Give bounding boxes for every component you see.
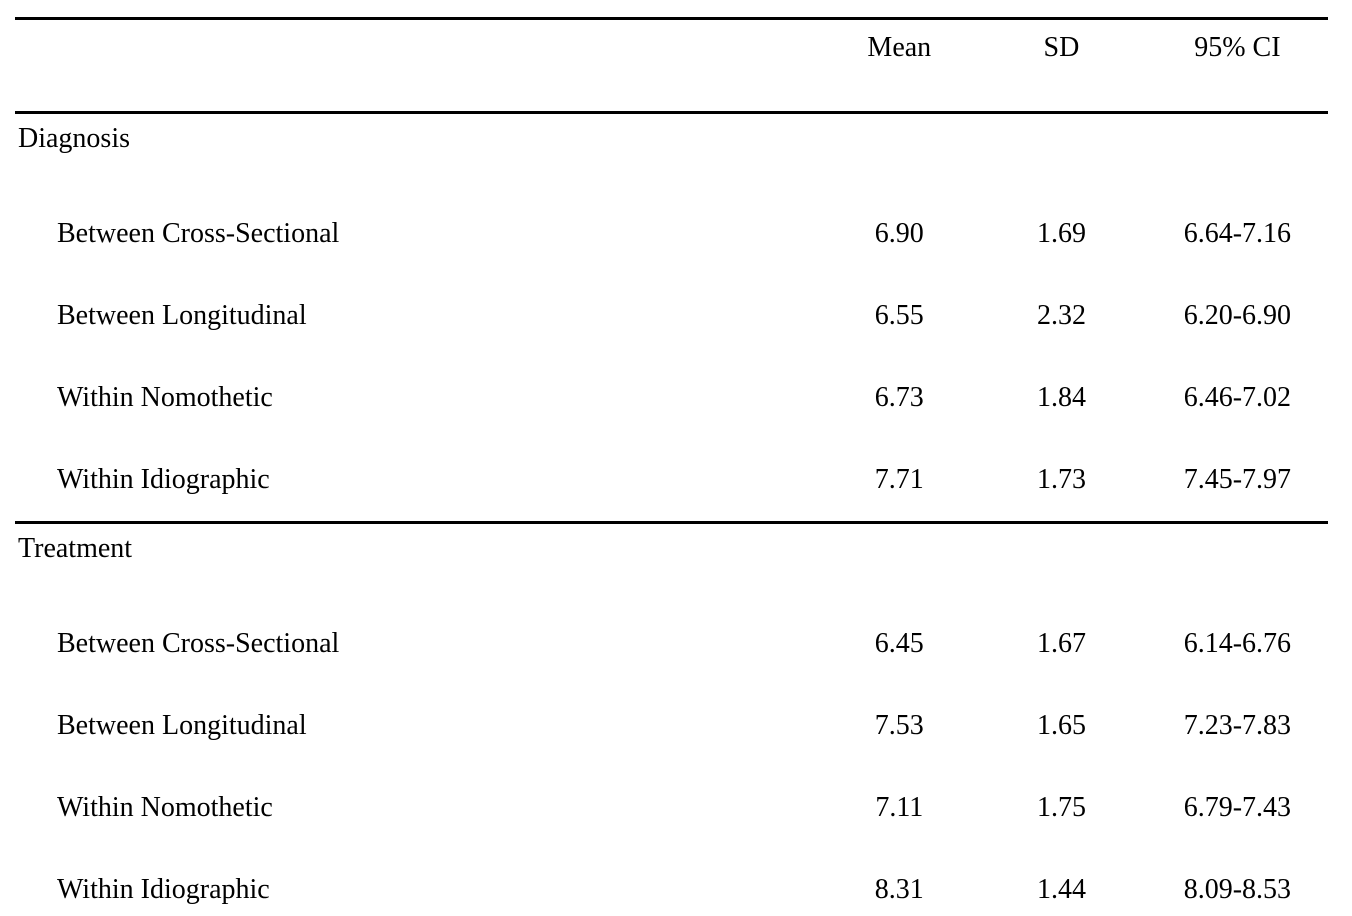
ci-value: 6.79-7.43 <box>1183 792 1292 823</box>
mean-value: 7.71 <box>874 464 924 495</box>
ci-value: 6.20-6.90 <box>1183 300 1292 331</box>
column-header-ci: 95% CI <box>1194 32 1281 63</box>
sd-value: 1.65 <box>1036 710 1086 741</box>
mean-value: 6.45 <box>874 628 924 659</box>
table-row: Within Nomothetic 6.73 1.84 6.46-7.02 <box>15 357 1328 439</box>
row-label: Within Nomothetic <box>57 382 273 413</box>
ci-value: 6.14-6.76 <box>1183 628 1292 659</box>
ci-value: 6.46-7.02 <box>1183 382 1292 413</box>
column-header-mean: Mean <box>867 32 932 63</box>
table-row: Between Cross-Sectional 6.90 1.69 6.64-7… <box>15 193 1328 275</box>
ci-value: 7.45-7.97 <box>1183 464 1292 495</box>
mean-value: 7.53 <box>874 710 924 741</box>
table-row: Between Longitudinal 7.53 1.65 7.23-7.83 <box>15 685 1328 767</box>
table-row: Between Cross-Sectional 6.45 1.67 6.14-6… <box>15 603 1328 685</box>
row-label: Between Cross-Sectional <box>57 628 340 659</box>
mean-value: 6.90 <box>874 218 924 249</box>
row-label: Between Longitudinal <box>57 710 307 741</box>
paper-page: Mean SD 95% CI Diagnosis Between Cross-S… <box>0 17 1352 916</box>
table-header-row: Mean SD 95% CI <box>15 19 1328 113</box>
column-header-sd: SD <box>1043 32 1080 63</box>
section-header-treatment: Treatment <box>15 522 1328 604</box>
row-label: Between Longitudinal <box>57 300 307 331</box>
table-row: Between Longitudinal 6.55 2.32 6.20-6.90 <box>15 275 1328 357</box>
sd-value: 1.75 <box>1036 792 1086 823</box>
ci-value: 7.23-7.83 <box>1183 710 1292 741</box>
row-label: Within Idiographic <box>57 464 270 495</box>
table-row: Within Nomothetic 7.11 1.75 6.79-7.43 <box>15 767 1328 849</box>
sd-value: 1.84 <box>1036 382 1086 413</box>
mean-value: 6.73 <box>874 382 924 413</box>
mean-value: 8.31 <box>874 874 924 905</box>
table-row: Within Idiographic 8.31 1.44 8.09-8.53 <box>15 849 1328 916</box>
row-label: Within Idiographic <box>57 874 270 905</box>
sd-value: 2.32 <box>1036 300 1086 331</box>
section-label: Diagnosis <box>18 123 130 154</box>
sd-value: 1.67 <box>1036 628 1086 659</box>
table-row: Within Idiographic 7.71 1.73 7.45-7.97 <box>15 439 1328 523</box>
sd-value: 1.69 <box>1036 218 1086 249</box>
row-label: Within Nomothetic <box>57 792 273 823</box>
section-header-diagnosis: Diagnosis <box>15 113 1328 194</box>
sd-value: 1.44 <box>1036 874 1086 905</box>
sd-value: 1.73 <box>1036 464 1086 495</box>
row-label: Between Cross-Sectional <box>57 218 340 249</box>
mean-value: 7.11 <box>875 792 924 823</box>
ci-value: 8.09-8.53 <box>1183 874 1292 905</box>
descriptive-statistics-table: Mean SD 95% CI Diagnosis Between Cross-S… <box>15 17 1328 916</box>
ci-value: 6.64-7.16 <box>1183 218 1292 249</box>
mean-value: 6.55 <box>874 300 924 331</box>
column-header-stub <box>15 19 823 113</box>
section-label: Treatment <box>18 533 133 564</box>
